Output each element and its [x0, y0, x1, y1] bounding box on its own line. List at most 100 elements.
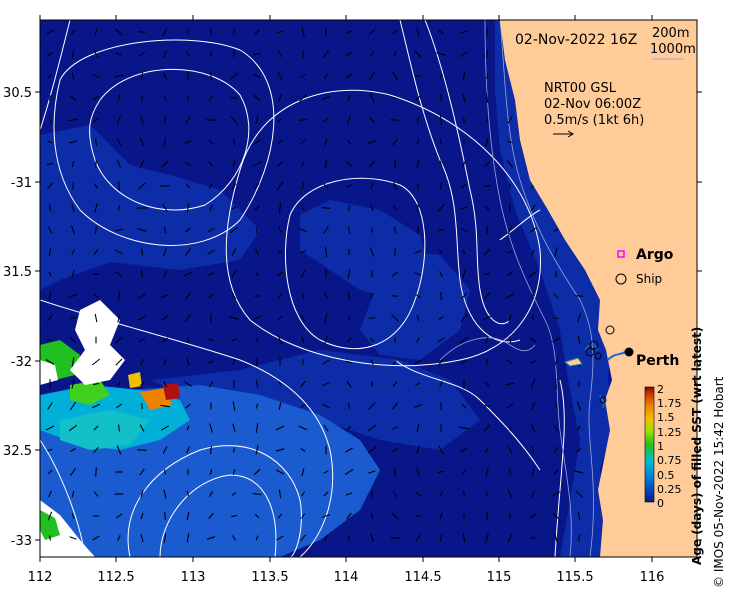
current-vector [255, 271, 259, 277]
sst-yellow-patch [128, 372, 142, 388]
current-vector [254, 182, 260, 190]
current-vector [115, 336, 123, 344]
current-vector [438, 315, 444, 321]
current-vector [209, 469, 213, 475]
current-vector [440, 291, 442, 301]
current-vector [48, 291, 52, 301]
current-vector [277, 71, 283, 81]
current-vector [164, 469, 166, 475]
current-vector [416, 159, 420, 169]
current-vector [186, 446, 190, 454]
current-vector [416, 116, 420, 124]
current-vector [301, 161, 305, 167]
current-vector [324, 247, 328, 257]
current-vector [507, 489, 513, 499]
ship-label: Ship [636, 272, 662, 286]
current-vector [92, 117, 100, 123]
current-vector [578, 534, 580, 542]
current-vector [508, 183, 512, 189]
current-vector [140, 533, 144, 543]
current-vector [346, 425, 352, 431]
current-vector [346, 184, 352, 188]
current-vector [116, 137, 122, 147]
current-vector [299, 250, 307, 254]
current-vector [393, 226, 397, 234]
current-vector [186, 358, 190, 366]
current-vector [416, 27, 420, 37]
sst-patch-east [360, 250, 470, 360]
current-vector [117, 181, 121, 191]
current-vector [47, 51, 53, 57]
current-vector [231, 183, 237, 189]
current-vector [163, 137, 167, 147]
current-vector [186, 51, 190, 57]
current-vector [140, 270, 144, 278]
current-vector [530, 204, 536, 212]
current-vector [276, 181, 284, 191]
current-vector [229, 72, 239, 80]
current-vector [47, 402, 53, 410]
current-vector [324, 313, 328, 323]
current-vector [461, 292, 467, 300]
ssh-contours [40, 20, 565, 557]
current-vector [485, 117, 489, 123]
current-vector [324, 335, 328, 345]
current-legend-scale: 0.5m/s (1kt 6h) [544, 113, 644, 128]
current-vector [116, 160, 122, 168]
current-vector [505, 382, 515, 386]
current-vector [300, 269, 306, 279]
current-vector [253, 468, 261, 476]
current-vector [47, 469, 53, 475]
current-vector [93, 248, 99, 256]
current-vector [138, 337, 146, 343]
current-vector [436, 52, 446, 56]
current-vector [576, 313, 582, 323]
current-vector [414, 250, 422, 254]
current-vector [416, 337, 420, 343]
current-vector [206, 536, 216, 540]
current-vector [552, 512, 560, 520]
current-vector [255, 115, 259, 125]
x-tick-label: 112.5 [97, 570, 134, 585]
current-vector [47, 511, 53, 521]
current-vector [187, 337, 189, 343]
current-vector [163, 247, 167, 257]
x-tick-label: 115.5 [556, 570, 593, 585]
current-vector [530, 424, 536, 432]
current-vector [485, 49, 489, 59]
current-vector [47, 226, 53, 234]
current-vector [529, 513, 537, 519]
current-vector [394, 247, 396, 257]
current-vector [551, 337, 561, 343]
current-vector [531, 446, 535, 454]
current-vector [69, 95, 77, 101]
current-vector [278, 489, 282, 499]
current-vector [576, 447, 582, 453]
current-vector [185, 116, 191, 124]
current-vector [323, 470, 329, 474]
colorbar-tick-label: 1.5 [657, 411, 675, 424]
current-vector [345, 447, 353, 453]
current-vector [321, 207, 331, 209]
current-vector [255, 445, 259, 455]
current-vector [277, 335, 283, 345]
colorbar-tick-label: 1.75 [657, 397, 682, 410]
current-vector [323, 183, 329, 189]
current-vector [186, 203, 190, 213]
x-tick-label: 112 [28, 570, 53, 585]
current-vector [47, 140, 53, 144]
current-vector [232, 138, 236, 146]
current-vector [460, 359, 468, 365]
current-vector [345, 51, 353, 57]
current-vector [348, 534, 350, 542]
current-vector [460, 314, 468, 322]
y-axis: 30.5 -31 31.5 -32 32.5 -33 [3, 86, 702, 549]
current-vector [69, 140, 77, 144]
current-vector [49, 535, 51, 541]
current-vector [117, 291, 121, 301]
x-tick-label: 114.5 [404, 570, 441, 585]
current-vector [300, 513, 306, 519]
current-vector [439, 534, 443, 542]
y-tick-label: -31 [11, 176, 32, 191]
current-vector [485, 491, 489, 497]
